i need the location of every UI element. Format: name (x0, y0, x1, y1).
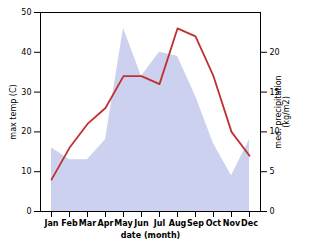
svg-text:30: 30 (21, 88, 31, 97)
svg-text:20: 20 (21, 127, 31, 136)
svg-text:Jul: Jul (153, 219, 166, 228)
svg-text:Mar: Mar (79, 219, 96, 228)
svg-text:10: 10 (21, 167, 31, 176)
svg-text:Nov: Nov (223, 219, 241, 228)
svg-text:Feb: Feb (61, 219, 78, 228)
svg-text:Oct: Oct (206, 219, 222, 228)
svg-text:40: 40 (21, 48, 31, 57)
svg-text:Sep: Sep (187, 219, 204, 228)
svg-text:May: May (114, 219, 133, 228)
svg-text:max temp (C): max temp (C) (9, 84, 18, 139)
svg-text:50: 50 (21, 8, 31, 17)
svg-text:0: 0 (270, 207, 275, 216)
svg-text:med. precipitation(kg/m2): med. precipitation(kg/m2) (274, 75, 291, 148)
svg-text:Aug: Aug (169, 219, 187, 228)
svg-text:Apr: Apr (98, 219, 114, 228)
svg-text:20: 20 (270, 48, 280, 57)
svg-text:Dec: Dec (241, 219, 258, 228)
svg-text:Jan: Jan (43, 219, 58, 228)
svg-text:date (month): date (month) (121, 231, 181, 240)
svg-text:Jun: Jun (133, 219, 149, 228)
svg-text:5: 5 (270, 167, 275, 176)
svg-text:0: 0 (26, 207, 31, 216)
